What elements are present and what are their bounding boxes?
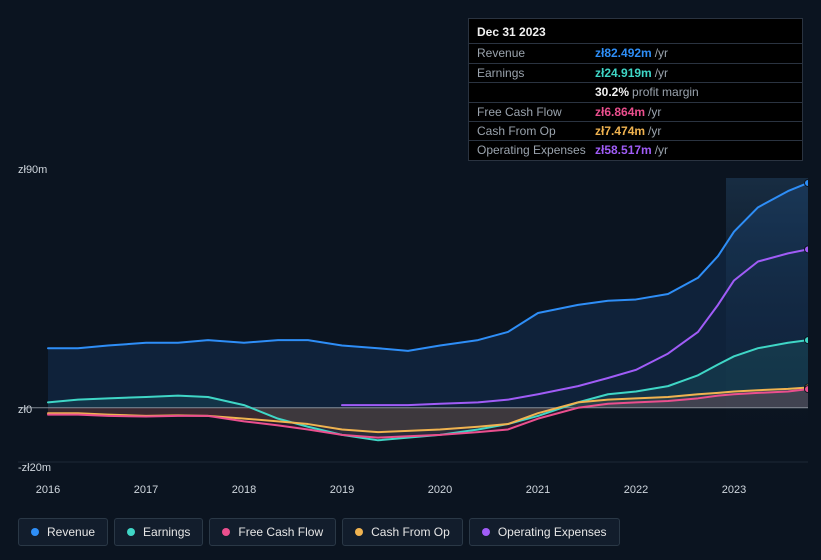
legend-item[interactable]: Cash From Op bbox=[342, 518, 463, 546]
tooltip-row: Free Cash Flowzł6.864m/yr bbox=[469, 102, 802, 121]
y-axis-label: zł90m bbox=[18, 164, 47, 176]
tooltip-label: Cash From Op bbox=[477, 124, 595, 138]
tooltip-suffix: /yr bbox=[655, 66, 668, 80]
tooltip-label: Revenue bbox=[477, 46, 595, 60]
tooltip-value: zł58.517m bbox=[595, 143, 652, 157]
legend: Revenue Earnings Free Cash Flow Cash From O… bbox=[18, 518, 620, 546]
tooltip-value: zł24.919m bbox=[595, 66, 652, 80]
legend-label: Earnings bbox=[143, 525, 190, 539]
x-axis-label: 2023 bbox=[722, 484, 746, 496]
tooltip-row: Cash From Opzł7.474m/yr bbox=[469, 121, 802, 140]
x-axis-label: 2016 bbox=[36, 484, 60, 496]
legend-label: Cash From Op bbox=[371, 525, 450, 539]
legend-dot-icon bbox=[355, 528, 363, 536]
tooltip-suffix: profit margin bbox=[632, 85, 699, 99]
tooltip-suffix: /yr bbox=[655, 143, 668, 157]
x-axis-label: 2018 bbox=[232, 484, 256, 496]
legend-item[interactable]: Revenue bbox=[18, 518, 108, 546]
tooltip-row: 30.2%profit margin bbox=[469, 82, 802, 101]
tooltip-row: Earningszł24.919m/yr bbox=[469, 63, 802, 82]
tooltip-suffix: /yr bbox=[655, 46, 668, 60]
x-axis-label: 2021 bbox=[526, 484, 550, 496]
tooltip-value: zł82.492m bbox=[595, 46, 652, 60]
tooltip-suffix: /yr bbox=[648, 105, 661, 119]
legend-label: Operating Expenses bbox=[498, 525, 607, 539]
tooltip-row: Operating Expenseszł58.517m/yr bbox=[469, 140, 802, 159]
financials-line-chart bbox=[18, 178, 808, 478]
x-axis-label: 2017 bbox=[134, 484, 158, 496]
legend-dot-icon bbox=[31, 528, 39, 536]
legend-label: Revenue bbox=[47, 525, 95, 539]
tooltip-date: Dec 31 2023 bbox=[469, 19, 802, 43]
legend-dot-icon bbox=[482, 528, 490, 536]
tooltip-label: Free Cash Flow bbox=[477, 105, 595, 119]
tooltip-label: Operating Expenses bbox=[477, 143, 595, 157]
data-tooltip: Dec 31 2023 Revenuezł82.492m/yrEarningsz… bbox=[468, 18, 803, 161]
legend-dot-icon bbox=[127, 528, 135, 536]
tooltip-row: Revenuezł82.492m/yr bbox=[469, 43, 802, 62]
x-axis-label: 2022 bbox=[624, 484, 648, 496]
tooltip-label: Earnings bbox=[477, 66, 595, 80]
legend-item[interactable]: Earnings bbox=[114, 518, 203, 546]
x-axis-label: 2019 bbox=[330, 484, 354, 496]
tooltip-suffix: /yr bbox=[648, 124, 661, 138]
tooltip-value: 30.2% bbox=[595, 85, 629, 99]
legend-label: Free Cash Flow bbox=[238, 525, 323, 539]
x-axis-label: 2020 bbox=[428, 484, 452, 496]
legend-item[interactable]: Free Cash Flow bbox=[209, 518, 336, 546]
x-axis: 2016 2017 2018 2019 2020 2021 2022 2023 bbox=[18, 484, 808, 504]
tooltip-value: zł7.474m bbox=[595, 124, 645, 138]
legend-item[interactable]: Operating Expenses bbox=[469, 518, 620, 546]
tooltip-value: zł6.864m bbox=[595, 105, 645, 119]
legend-dot-icon bbox=[222, 528, 230, 536]
